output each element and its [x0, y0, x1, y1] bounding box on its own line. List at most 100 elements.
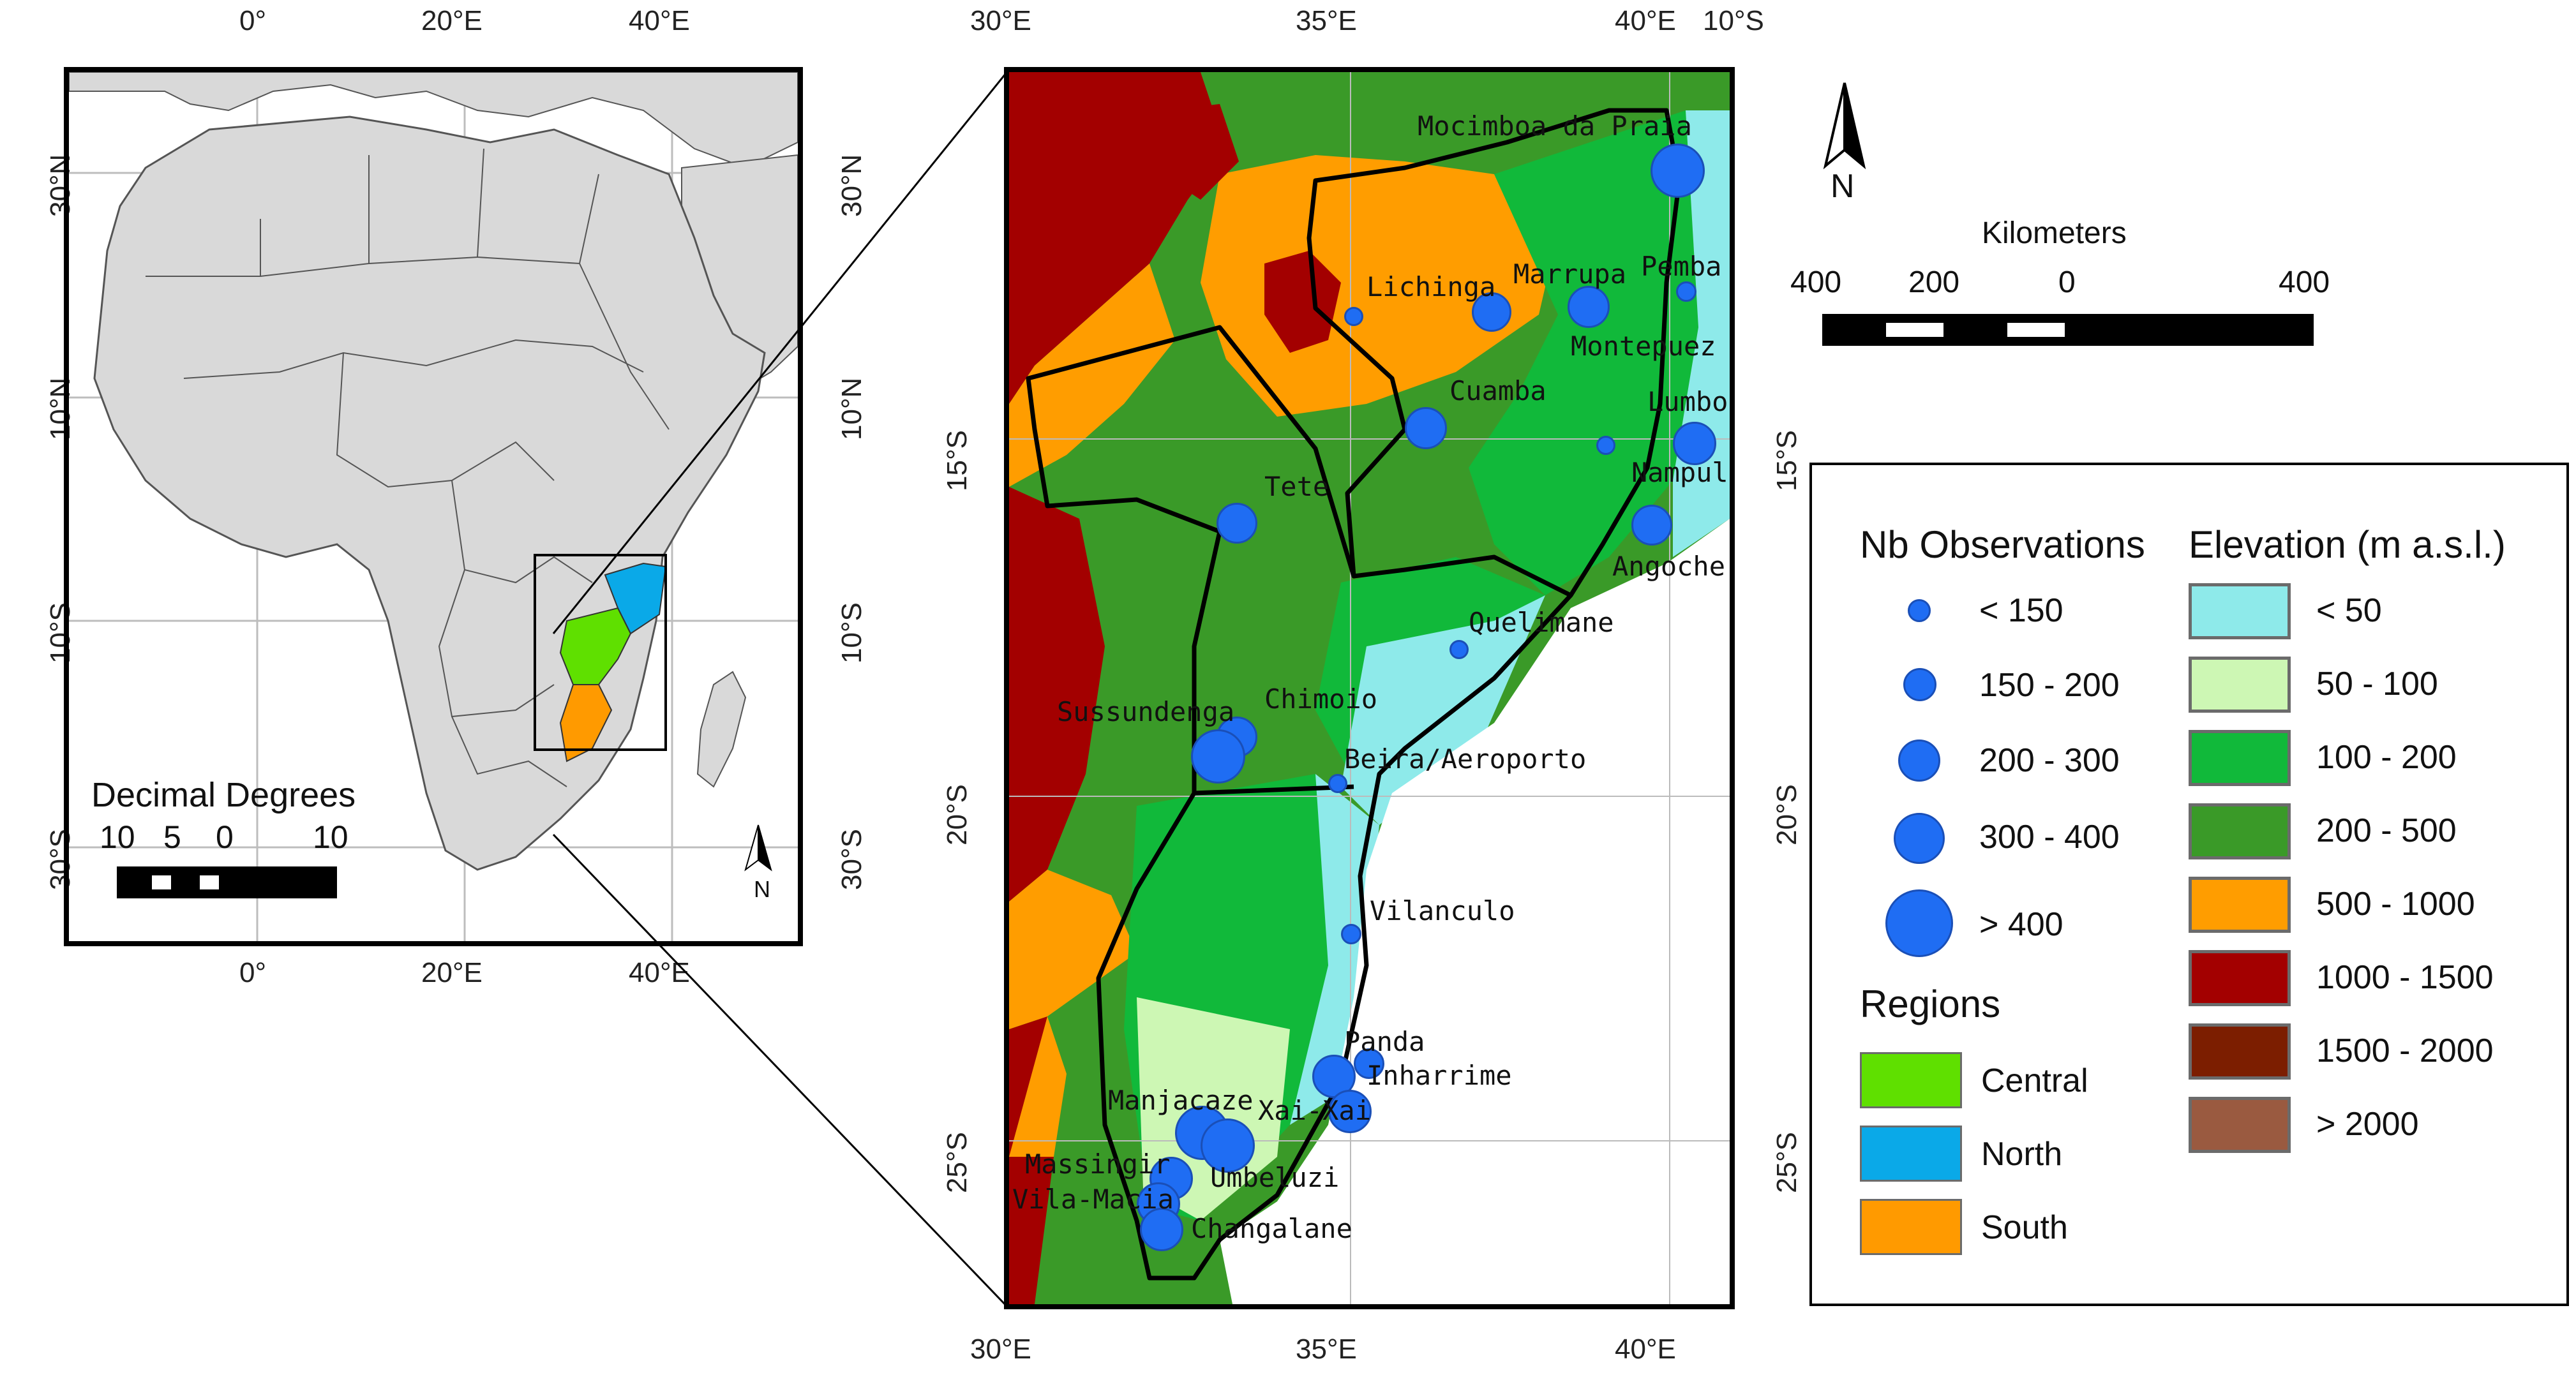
- main-bottom-tick-40e: 40°E: [1615, 1334, 1676, 1365]
- scale-bar-label-0: 0: [2058, 265, 2076, 299]
- inset-bottom-tick-20e: 20°E: [421, 957, 483, 988]
- legend-region-swatch-north: [1860, 1126, 1962, 1182]
- legend-obs-label-4: > 400: [1979, 906, 2063, 943]
- legend: Nb Observations Elevation (m a.s.l.) < 1…: [1809, 463, 2569, 1306]
- station-marker-changalane[interactable]: [1140, 1208, 1183, 1251]
- legend-elev-label-5: 1000 - 1500: [2316, 959, 2494, 996]
- station-marker-angoche[interactable]: [1631, 505, 1672, 546]
- inset-scale-title: Decimal Degrees: [91, 776, 356, 814]
- legend-obs-marker-4: [1885, 889, 1953, 957]
- station-label-cuamba: Cuamba: [1449, 375, 1546, 406]
- legend-elevation-title: Elevation (m a.s.l.): [2189, 523, 2506, 566]
- legend-elev-label-3: 200 - 500: [2316, 812, 2457, 849]
- station-marker-lumbo[interactable]: [1673, 422, 1716, 465]
- station-label-manjacaze: Manjacaze: [1108, 1085, 1254, 1116]
- legend-elev-label-1: 50 - 100: [2316, 665, 2438, 702]
- station-label-marrupa: Marrupa: [1513, 258, 1627, 290]
- main-top-tick-40e: 40°E: [1615, 5, 1676, 36]
- scale-bar-label-400: 400: [1790, 265, 1842, 299]
- station-marker-umbeluzi[interactable]: [1201, 1119, 1255, 1173]
- legend-obs-label-3: 300 - 400: [1979, 819, 2120, 856]
- inset-top-tick-20e: 20°E: [421, 5, 483, 36]
- inset-right-tick-10s: 10°S: [836, 602, 867, 664]
- legend-elev-swatch-6: [2189, 1023, 2291, 1080]
- main-right-tick-25s: 25°S: [1771, 1132, 1802, 1193]
- legend-elev-label-4: 500 - 1000: [2316, 886, 2475, 923]
- station-label-inharrime: Inharrime: [1367, 1060, 1512, 1091]
- station-marker-lichinga[interactable]: [1344, 307, 1363, 326]
- legend-region-label-south: South: [1981, 1209, 2068, 1246]
- station-label-beira-aeroporto: Beira/Aeroporto: [1344, 743, 1587, 775]
- station-marker-pemba[interactable]: [1676, 281, 1696, 302]
- legend-obs-marker-0: [1908, 599, 1931, 622]
- main-top-tick-35e: 35°E: [1296, 5, 1357, 36]
- station-label-angoche: Angoche: [1612, 551, 1726, 582]
- main-left-tick-25s: 25°S: [941, 1132, 973, 1193]
- station-label-massingir: Massingir: [1025, 1148, 1171, 1180]
- legend-elev-swatch-5: [2189, 950, 2291, 1006]
- main-right-tick-10s: 10°S: [1703, 5, 1764, 36]
- station-label-panda: Panda: [1344, 1026, 1425, 1057]
- station-marker-nampula[interactable]: [1596, 436, 1615, 455]
- inset-top-tick-0: 0°: [239, 5, 267, 36]
- inset-scale-label-10: 10: [100, 819, 135, 855]
- main-map-frame: Mocimboa da Praia Lichinga Marrupa Pemba…: [1004, 67, 1735, 1309]
- station-marker-vilanculo[interactable]: [1341, 924, 1361, 944]
- station-label-tete: Tete: [1264, 471, 1329, 502]
- station-marker-marrupa[interactable]: [1472, 292, 1511, 332]
- scale-bar-label-400b: 400: [2279, 265, 2330, 299]
- inset-bottom-tick-40e: 40°E: [629, 957, 690, 988]
- legend-regions-title: Regions: [1860, 983, 2001, 1025]
- station-marker-mocimboa-da-praia[interactable]: [1651, 144, 1705, 198]
- station-label-lumbo: Lumbo: [1647, 386, 1728, 417]
- main-left-tick-20s: 20°S: [941, 784, 973, 845]
- inset-north-label: N: [754, 876, 770, 902]
- legend-obs-marker-1: [1903, 668, 1936, 701]
- legend-obs-label-2: 200 - 300: [1979, 742, 2120, 779]
- station-marker-xai-xai[interactable]: [1328, 1090, 1372, 1133]
- main-left-tick-15s: 15°S: [941, 430, 973, 491]
- legend-elev-swatch-2: [2189, 730, 2291, 786]
- inset-right-tick-30s: 30°S: [836, 829, 867, 890]
- legend-obs-label-0: < 150: [1979, 592, 2063, 629]
- station-marker-beira-aeroporto[interactable]: [1328, 774, 1347, 793]
- station-label-mocimboa-da-praia: Mocimboa da Praia: [1418, 110, 1692, 142]
- station-label-pemba: Pemba: [1641, 251, 1722, 282]
- legend-region-swatch-south: [1860, 1199, 1962, 1255]
- station-marker-panda[interactable]: [1354, 1048, 1384, 1079]
- station-marker-quelimane[interactable]: [1449, 640, 1469, 659]
- station-marker-cuamba[interactable]: [1405, 407, 1447, 449]
- scale-bar-label-200: 200: [1908, 265, 1960, 299]
- north-arrow-icon: [1823, 82, 1866, 170]
- main-bottom-tick-35e: 35°E: [1296, 1334, 1357, 1365]
- station-label-vilanculo: Vilanculo: [1370, 895, 1515, 926]
- station-label-chimoio: Chimoio: [1264, 683, 1378, 715]
- main-right-tick-15s: 15°S: [1771, 430, 1802, 491]
- scale-bar-graphic: [1822, 314, 2314, 346]
- inset-scale-label-0: 0: [216, 819, 234, 855]
- station-label-sussundenga: Sussundenga: [1057, 696, 1235, 727]
- station-label-vila-macia: Vila-Macia: [1012, 1184, 1174, 1215]
- inset-right-tick-30n: 30°N: [836, 154, 867, 217]
- inset-scale-label-5: 5: [163, 819, 181, 855]
- legend-elev-swatch-3: [2189, 803, 2291, 859]
- inset-bottom-tick-0: 0°: [239, 957, 267, 988]
- station-label-umbeluzi: Umbeluzi: [1210, 1162, 1340, 1193]
- legend-region-swatch-central: [1860, 1052, 1962, 1108]
- station-label-changalane: Changalane: [1191, 1213, 1352, 1244]
- station-marker-montepuez[interactable]: [1568, 286, 1610, 328]
- station-label-nampula: Nampula: [1631, 457, 1735, 488]
- station-label-lichinga: Lichinga: [1367, 271, 1496, 302]
- legend-elev-label-7: > 2000: [2316, 1106, 2419, 1143]
- legend-elev-swatch-1: [2189, 657, 2291, 713]
- station-marker-tete[interactable]: [1217, 503, 1257, 544]
- legend-obs-title: Nb Observations: [1860, 523, 2145, 566]
- inset-map-frame: N Decimal Degrees 10 5 0 10: [64, 67, 803, 946]
- station-label-quelimane: Quelimane: [1469, 607, 1614, 638]
- station-label-xai-xai: Xai-Xai: [1258, 1095, 1372, 1126]
- station-marker-sussundenga[interactable]: [1191, 729, 1245, 784]
- station-label-montepuez: Montepuez: [1571, 331, 1716, 362]
- inset-top-tick-40e: 40°E: [629, 5, 690, 36]
- legend-obs-marker-2: [1898, 740, 1940, 782]
- legend-elev-swatch-0: [2189, 583, 2291, 639]
